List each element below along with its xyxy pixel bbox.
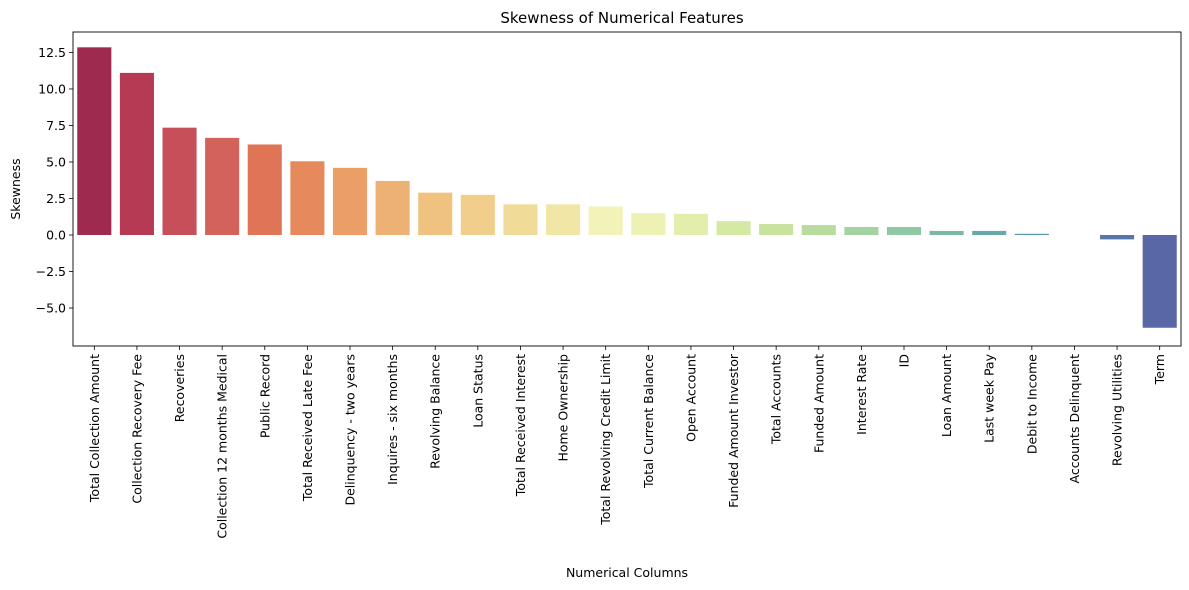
x-tick-label: Loan Status bbox=[470, 354, 485, 428]
bar bbox=[886, 226, 922, 235]
y-tick-label: 10.0 bbox=[38, 81, 66, 96]
bar bbox=[77, 47, 112, 235]
bar bbox=[1142, 235, 1177, 328]
x-tick-label: Total Received Interest bbox=[513, 354, 528, 497]
y-tick-label: −2.5 bbox=[36, 264, 66, 279]
x-tick-label: Delinquency - two years bbox=[343, 354, 358, 506]
x-tick-label: Debit to Income bbox=[1024, 354, 1039, 454]
x-tick-label: Open Account bbox=[683, 354, 698, 442]
x-tick-label: Funded Amount Investor bbox=[726, 353, 741, 508]
bar bbox=[205, 137, 240, 235]
bar bbox=[375, 180, 410, 236]
x-tick-label: Last week Pay bbox=[982, 353, 997, 442]
x-tick-label: Home Ownership bbox=[556, 354, 571, 462]
bars-layer bbox=[77, 47, 1177, 328]
y-tick-label: 2.5 bbox=[46, 191, 66, 206]
x-axis: Total Collection Amount Collection Recove… bbox=[87, 346, 1167, 539]
y-tick-label: 12.5 bbox=[38, 45, 66, 60]
bar bbox=[162, 127, 197, 235]
y-tick-label: −5.0 bbox=[36, 301, 66, 316]
bar bbox=[716, 221, 751, 235]
bar bbox=[1014, 233, 1049, 236]
bar bbox=[503, 204, 538, 235]
bar bbox=[929, 230, 964, 236]
bar bbox=[460, 194, 495, 235]
x-tick-label: Total Revolving Credit Limit bbox=[598, 354, 613, 526]
plot-frame bbox=[72, 31, 1182, 347]
x-tick-label: Revolving Balance bbox=[428, 354, 443, 469]
bar bbox=[588, 206, 623, 236]
x-tick-label: Accounts Delinquent bbox=[1067, 354, 1082, 484]
bar bbox=[631, 213, 666, 236]
y-tick-label: 5.0 bbox=[46, 154, 66, 169]
y-axis: −5.0 −2.5 0.0 2.5 5.0 7.5 10.0 12.5 bbox=[36, 45, 73, 316]
x-tick-label: Total Current Balance bbox=[641, 354, 656, 489]
y-tick-label: 0.0 bbox=[46, 228, 66, 243]
bar bbox=[759, 224, 794, 235]
x-tick-label: Total Accounts bbox=[769, 354, 784, 445]
x-tick-label: Term bbox=[1152, 354, 1167, 385]
chart-title: Skewness of Numerical Features bbox=[500, 9, 743, 27]
bar bbox=[119, 72, 154, 235]
y-axis-title: Skewness bbox=[8, 158, 23, 219]
bar bbox=[332, 167, 368, 235]
bar bbox=[247, 144, 282, 236]
x-tick-label: Recoveries bbox=[172, 354, 187, 422]
x-tick-label: Collection Recovery Fee bbox=[129, 354, 144, 504]
bar bbox=[673, 213, 708, 236]
x-tick-label: Funded Amount bbox=[811, 354, 826, 453]
x-tick-label: Public Record bbox=[257, 354, 272, 438]
bar bbox=[972, 230, 1007, 236]
bar bbox=[844, 226, 879, 235]
bar bbox=[290, 161, 325, 235]
bar bbox=[1100, 235, 1135, 240]
x-tick-label: Revolving Utilities bbox=[1110, 354, 1125, 466]
bar bbox=[546, 204, 581, 235]
x-tick-label: Total Received Late Fee bbox=[300, 354, 315, 502]
bar bbox=[418, 192, 453, 235]
x-tick-label: Inquires - six months bbox=[385, 354, 400, 485]
x-tick-label: Total Collection Amount bbox=[87, 354, 102, 503]
y-tick-label: 7.5 bbox=[46, 118, 66, 133]
bar bbox=[801, 225, 836, 235]
x-axis-title: Numerical Columns bbox=[566, 565, 688, 580]
x-tick-label: Interest Rate bbox=[854, 354, 869, 435]
x-tick-label: Collection 12 months Medical bbox=[215, 354, 230, 539]
x-tick-label: Loan Amount bbox=[939, 354, 954, 437]
x-tick-label: ID bbox=[897, 354, 912, 367]
